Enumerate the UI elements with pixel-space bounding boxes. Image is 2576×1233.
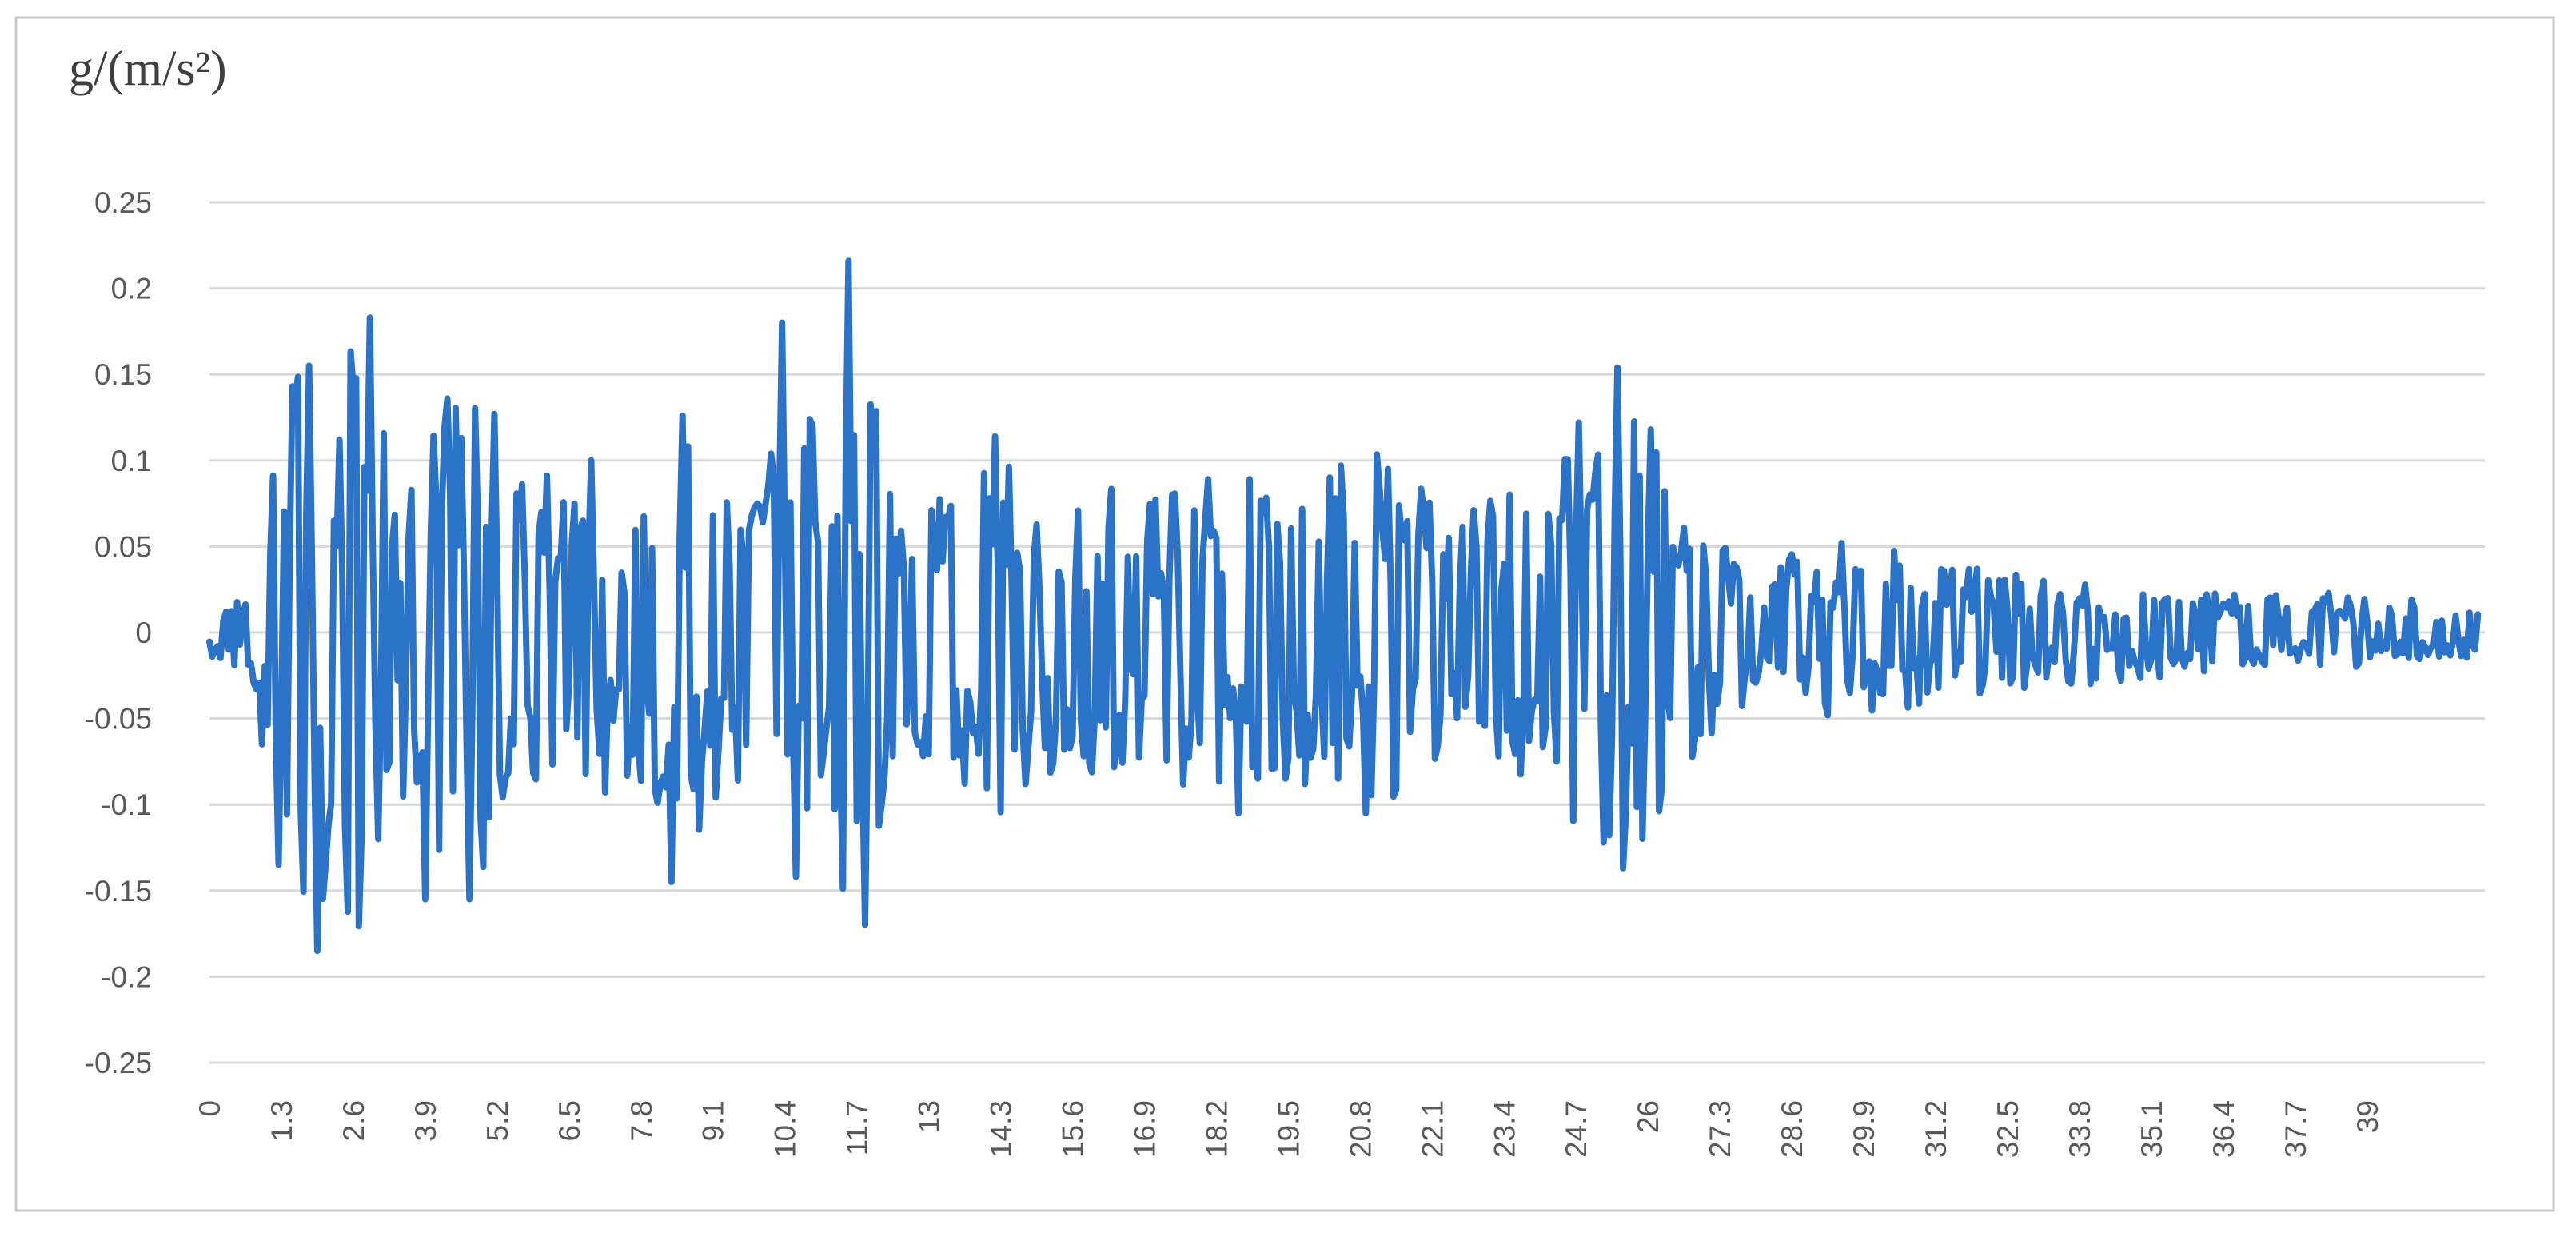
y-axis-tick-label: 0.2 (111, 273, 152, 305)
y-axis-tick-label: -0.25 (85, 1047, 152, 1079)
x-axis-tick-label: 32.5 (1992, 1100, 2024, 1158)
x-axis-tick-label: 0 (193, 1100, 226, 1117)
y-axis-tick-label: 0.05 (94, 530, 152, 563)
x-axis-tick-label: 3.9 (409, 1100, 442, 1141)
x-axis-tick-label: 28.6 (1776, 1100, 1808, 1158)
waveform-line (206, 257, 2482, 955)
x-axis-tick-label: 26 (1632, 1100, 1665, 1133)
chart-title: g/(m/s²) (69, 42, 227, 96)
x-axis-tick-label: 33.8 (2064, 1100, 2096, 1158)
y-axis-tick-label: 0.1 (111, 445, 152, 477)
x-axis-tick-label: 9.1 (697, 1100, 730, 1141)
x-axis-tick-label: 16.9 (1129, 1100, 1162, 1158)
y-axis-tick-labels-group: 0.25 0.2 0.15 0.1 0.05 0 -0.05 -0.1 -0.15 -0.2 -0.… (85, 186, 152, 1079)
x-axis-tick-label: 18.2 (1200, 1100, 1233, 1158)
y-axis-tick-label: 0.15 (94, 358, 152, 391)
y-axis-tick-label: -0.05 (85, 703, 152, 736)
y-axis-tick-label: 0.25 (94, 186, 152, 219)
y-axis-tick-label: -0.15 (85, 875, 152, 908)
x-axis-tick-label: 19.5 (1272, 1100, 1305, 1158)
x-axis-tick-label: 24.7 (1560, 1100, 1593, 1158)
x-axis-tick-label: 2.6 (337, 1100, 370, 1141)
x-axis-tick-label: 20.8 (1344, 1100, 1377, 1158)
x-axis-tick-label: 6.5 (553, 1100, 586, 1141)
x-axis-tick-label: 22.1 (1416, 1100, 1449, 1158)
x-axis-tick-label: 23.4 (1488, 1100, 1521, 1158)
x-axis-tick-label: 5.2 (481, 1100, 514, 1141)
x-axis-tick-label: 31.2 (1920, 1100, 1952, 1158)
y-axis-tick-label: -0.2 (101, 960, 152, 993)
x-axis-tick-label: 1.3 (265, 1100, 298, 1141)
x-axis-tick-label: 7.8 (625, 1100, 658, 1141)
x-axis-tick-label: 27.3 (1704, 1100, 1737, 1158)
x-axis-tick-label: 35.1 (2135, 1100, 2168, 1158)
x-axis-tick-label: 14.3 (985, 1100, 1018, 1158)
y-axis-tick-label: -0.1 (101, 788, 152, 821)
x-axis-tick-label: 39 (2351, 1100, 2384, 1133)
x-axis-tick-label: 10.4 (769, 1100, 802, 1158)
x-axis-tick-label: 15.6 (1057, 1100, 1090, 1158)
y-axis-tick-label: 0 (135, 616, 152, 649)
x-axis-tick-label: 36.4 (2207, 1100, 2240, 1158)
x-axis-tick-label: 11.7 (841, 1100, 874, 1155)
x-axis-tick-labels-group: 0 1.3 2.6 3.9 5.2 6.5 7.8 9.1 10.4 11.7 13 14.3 15.6… (193, 1100, 2384, 1158)
x-axis-tick-label: 13 (913, 1100, 946, 1133)
x-axis-tick-label: 29.9 (1848, 1100, 1880, 1158)
x-axis-tick-label: 37.7 (2279, 1100, 2312, 1158)
